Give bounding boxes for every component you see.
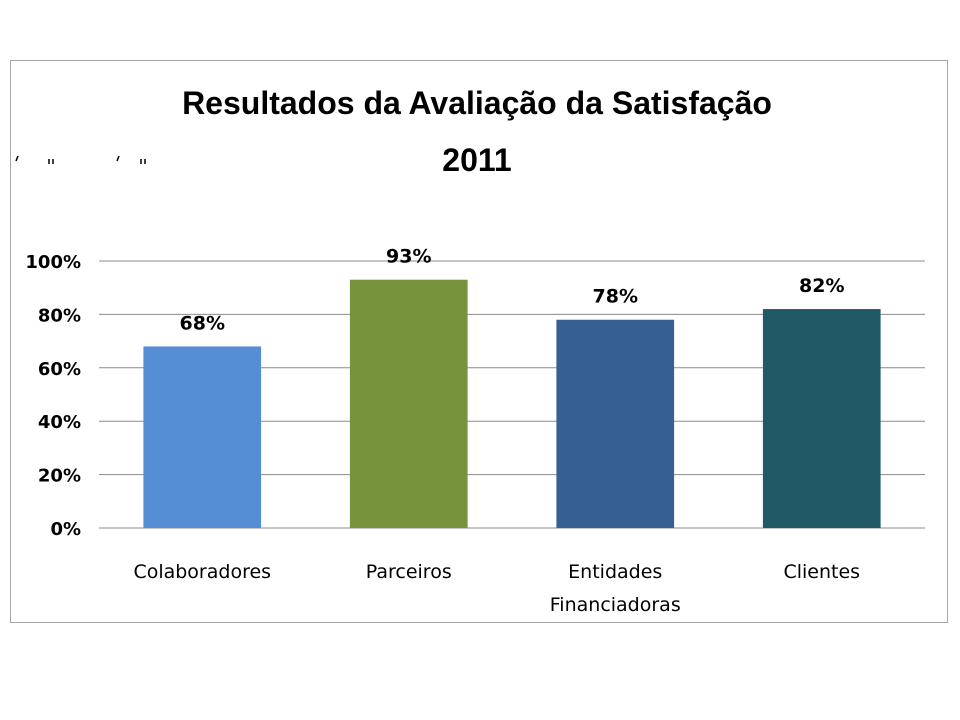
data-label: 93% [386, 246, 431, 268]
data-label: 82% [799, 275, 844, 297]
category-label: Clientes [783, 561, 860, 583]
bar-colaboradores [143, 346, 262, 528]
data-label: 78% [593, 286, 638, 308]
data-labels: 68% 93% 78% 82% [180, 246, 845, 335]
y-tick-label: 0% [50, 519, 81, 540]
bar-chart: Resultados da Avaliação da Satisfação 20… [15, 85, 925, 616]
y-tick-label: 60% [38, 359, 81, 380]
render-artifact-marks [15, 155, 146, 164]
y-tick-label: 20% [38, 466, 81, 487]
category-label: Parceiros [366, 561, 452, 583]
chart-frame: Resultados da Avaliação da Satisfação 20… [10, 60, 948, 623]
y-tick-label: 100% [25, 252, 81, 273]
chart-title-line-1: Resultados da Avaliação da Satisfação [182, 85, 772, 121]
bars [143, 279, 881, 528]
bar-clientes [762, 309, 881, 528]
bar-entidades-financiadoras [556, 319, 675, 528]
category-label: Entidades [568, 561, 662, 583]
category-label: Financiadoras [550, 594, 681, 616]
data-label: 68% [180, 312, 225, 334]
y-axis-tick-labels: 0% 20% 40% 60% 80% 100% [25, 252, 81, 540]
bar-parceiros [349, 279, 468, 528]
category-label: Colaboradores [133, 561, 271, 583]
y-tick-label: 80% [38, 305, 81, 326]
chart-title-line-2: 2011 [442, 142, 511, 178]
y-tick-label: 40% [38, 412, 81, 433]
category-labels: Colaboradores Parceiros Entidades Financiad… [133, 561, 860, 616]
